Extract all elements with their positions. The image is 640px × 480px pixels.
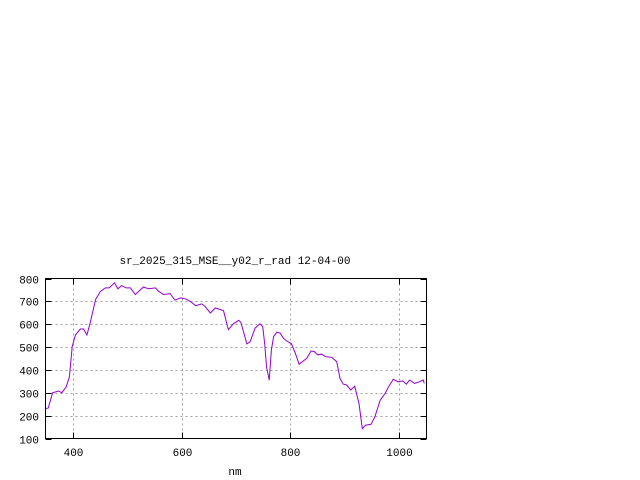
series-line: [44, 281, 425, 430]
x-tick-label: 400: [64, 448, 84, 460]
y-tick-label: 200: [19, 413, 39, 425]
x-axis-label: nm: [228, 467, 242, 479]
y-tick-label: 100: [19, 436, 39, 448]
grid: [45, 278, 427, 439]
x-tick-label: 1000: [386, 448, 412, 460]
y-tick-label: 800: [19, 276, 39, 288]
y-tick-label: 600: [19, 321, 39, 333]
x-tick-label: 800: [281, 448, 301, 460]
chart-title: sr_2025_315_MSE__y02_r_rad 12-04-00: [119, 256, 350, 268]
ticks: 400 600 800 1000 100 200 300 400 500 600 700 800: [19, 276, 427, 460]
y-tick-label: 400: [19, 367, 39, 379]
y-tick-label: 300: [19, 390, 39, 402]
y-tick-label: 500: [19, 344, 39, 356]
y-tick-label: 700: [19, 298, 39, 310]
x-tick-label: 600: [173, 448, 193, 460]
plot-border: [45, 278, 427, 439]
